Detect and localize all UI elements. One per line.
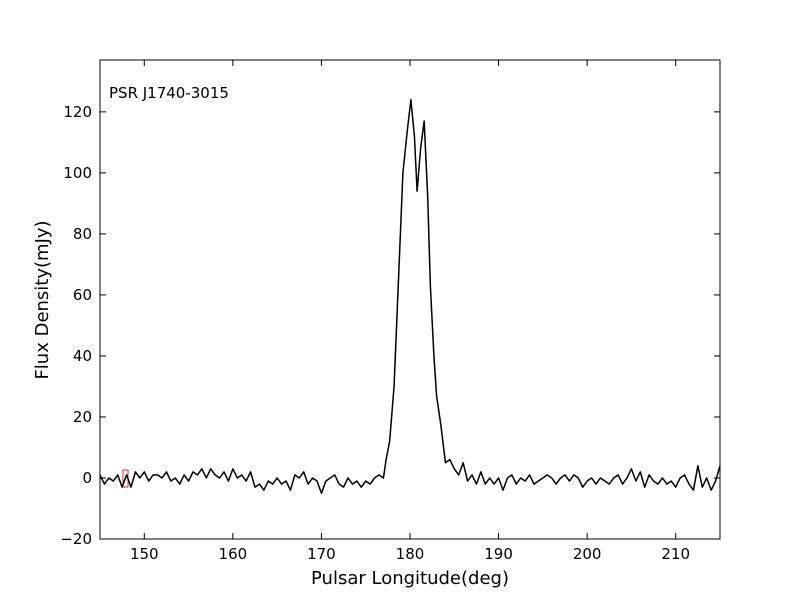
x-tick-label: 210 bbox=[661, 545, 690, 563]
y-tick-label: 80 bbox=[73, 225, 92, 243]
plot-frame bbox=[99, 59, 721, 540]
y-tick-label: 20 bbox=[73, 408, 92, 426]
y-tick-label: 120 bbox=[63, 103, 92, 121]
y-tick-label: 100 bbox=[63, 164, 92, 182]
x-tick-label: 170 bbox=[307, 545, 336, 563]
y-tick-label: 40 bbox=[73, 347, 92, 365]
y-tick-label: −20 bbox=[60, 530, 92, 548]
y-axis-label: Flux Density(mJy) bbox=[32, 220, 53, 379]
annotation: PSR J1740-3015 bbox=[109, 84, 229, 102]
x-tick-label: 150 bbox=[130, 545, 159, 563]
x-tick-label: 200 bbox=[573, 545, 602, 563]
y-tick-label: 0 bbox=[82, 469, 92, 487]
data-line bbox=[99, 98, 721, 494]
x-axis-label: Pulsar Longitude(deg) bbox=[311, 568, 509, 589]
x-tick-label: 190 bbox=[484, 545, 513, 563]
x-tick-label: 160 bbox=[219, 545, 248, 563]
y-tick-label: 60 bbox=[73, 286, 92, 304]
x-tick-label: 180 bbox=[396, 545, 425, 563]
